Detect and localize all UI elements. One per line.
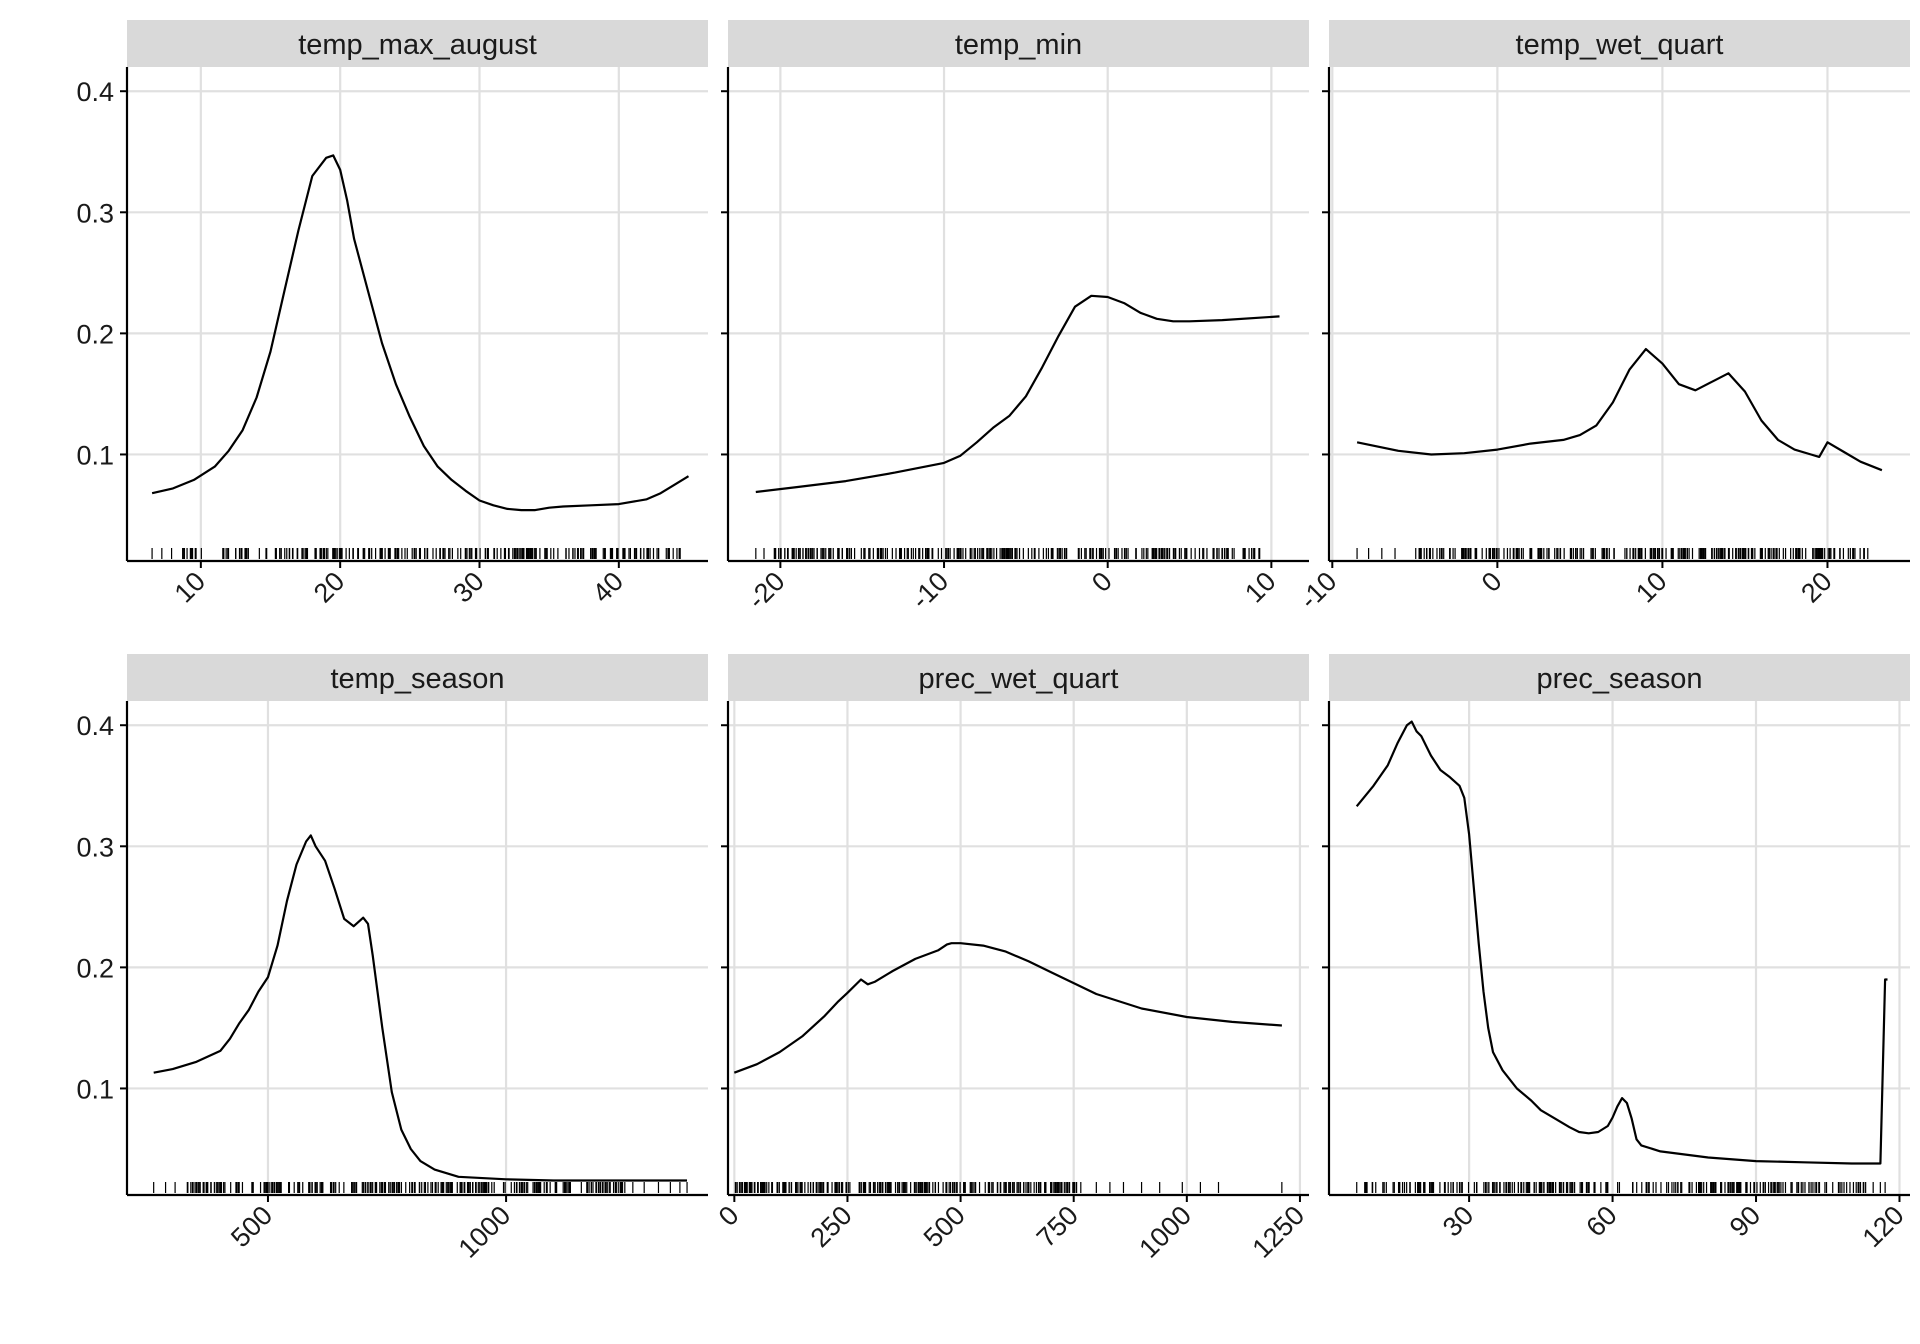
x-tick-label: 1000	[1133, 1200, 1197, 1264]
facet-strip	[127, 654, 708, 701]
facet-title: temp_max_august	[298, 29, 537, 61]
x-tick-label: 20	[308, 566, 350, 608]
y-tick-label: 0.1	[76, 1074, 114, 1104]
series-line	[755, 294, 1280, 494]
series-line	[151, 154, 690, 512]
facet-strip	[728, 20, 1309, 67]
facet-title: prec_season	[1536, 663, 1702, 695]
y-tick-label: 0.2	[76, 953, 114, 983]
facet-strip	[728, 654, 1309, 701]
y-tick-label: 0.3	[76, 832, 114, 862]
series-line	[153, 834, 687, 1182]
facet-title: temp_season	[330, 663, 504, 695]
x-tick-label: 0	[1086, 566, 1118, 598]
x-tick-label: 30	[447, 566, 489, 608]
x-tick-label: 1000	[453, 1200, 517, 1264]
series-line	[1356, 348, 1883, 472]
panel-prec_season: prec_season 30 60 90 120	[1322, 654, 1910, 1253]
x-tick-label: 120	[1857, 1200, 1910, 1253]
x-tick-label: -10	[1294, 566, 1343, 615]
facet-title: temp_min	[955, 29, 1082, 61]
y-tick-label: 0.4	[76, 711, 114, 741]
facet-title: prec_wet_quart	[919, 663, 1119, 695]
facet-strip	[1329, 654, 1910, 701]
y-tick-label: 0.3	[76, 198, 114, 228]
panel-temp_max_august: temp_max_august 0.1 0.2 0.3 0.4 10 20 30 40	[76, 20, 708, 608]
x-tick-label: 20	[1795, 566, 1837, 608]
x-tick-label: 500	[918, 1200, 971, 1253]
x-tick-label: 1250	[1246, 1200, 1310, 1264]
y-tick-label: 0.4	[76, 77, 114, 107]
x-tick-label: -10	[905, 566, 954, 615]
panel-prec_wet_quart: prec_wet_quart 0 250 500 750 1000 1250	[713, 654, 1310, 1264]
x-tick-label: 60	[1580, 1200, 1622, 1242]
y-tick-label: 0.1	[76, 440, 114, 470]
x-tick-label: 10	[1239, 566, 1281, 608]
facet-strip	[127, 20, 708, 67]
x-tick-label: 250	[805, 1200, 858, 1253]
panel-temp_season: temp_season 0.1 0.2 0.3 0.4 500 1000	[76, 654, 708, 1264]
x-tick-label: 10	[1630, 566, 1672, 608]
series-line	[733, 942, 1282, 1074]
x-tick-label: -20	[742, 566, 791, 615]
facet-title: temp_wet_quart	[1516, 29, 1724, 61]
x-tick-label: 90	[1724, 1200, 1766, 1242]
y-tick-label: 0.2	[76, 319, 114, 349]
panel-temp_wet_quart: temp_wet_quart -10 0 10 20	[1294, 20, 1910, 615]
x-tick-label: 0	[1476, 566, 1508, 598]
x-tick-label: 30	[1437, 1200, 1479, 1242]
x-tick-label: 0	[713, 1200, 745, 1232]
facet-strip	[1329, 20, 1910, 67]
x-tick-label: 500	[225, 1200, 278, 1253]
x-tick-label: 10	[169, 566, 211, 608]
series-line	[1355, 720, 1888, 1165]
x-tick-label: 40	[587, 566, 629, 608]
panel-temp_min: temp_min -20 -10 0 10	[721, 20, 1309, 615]
x-tick-label: 750	[1031, 1200, 1084, 1253]
